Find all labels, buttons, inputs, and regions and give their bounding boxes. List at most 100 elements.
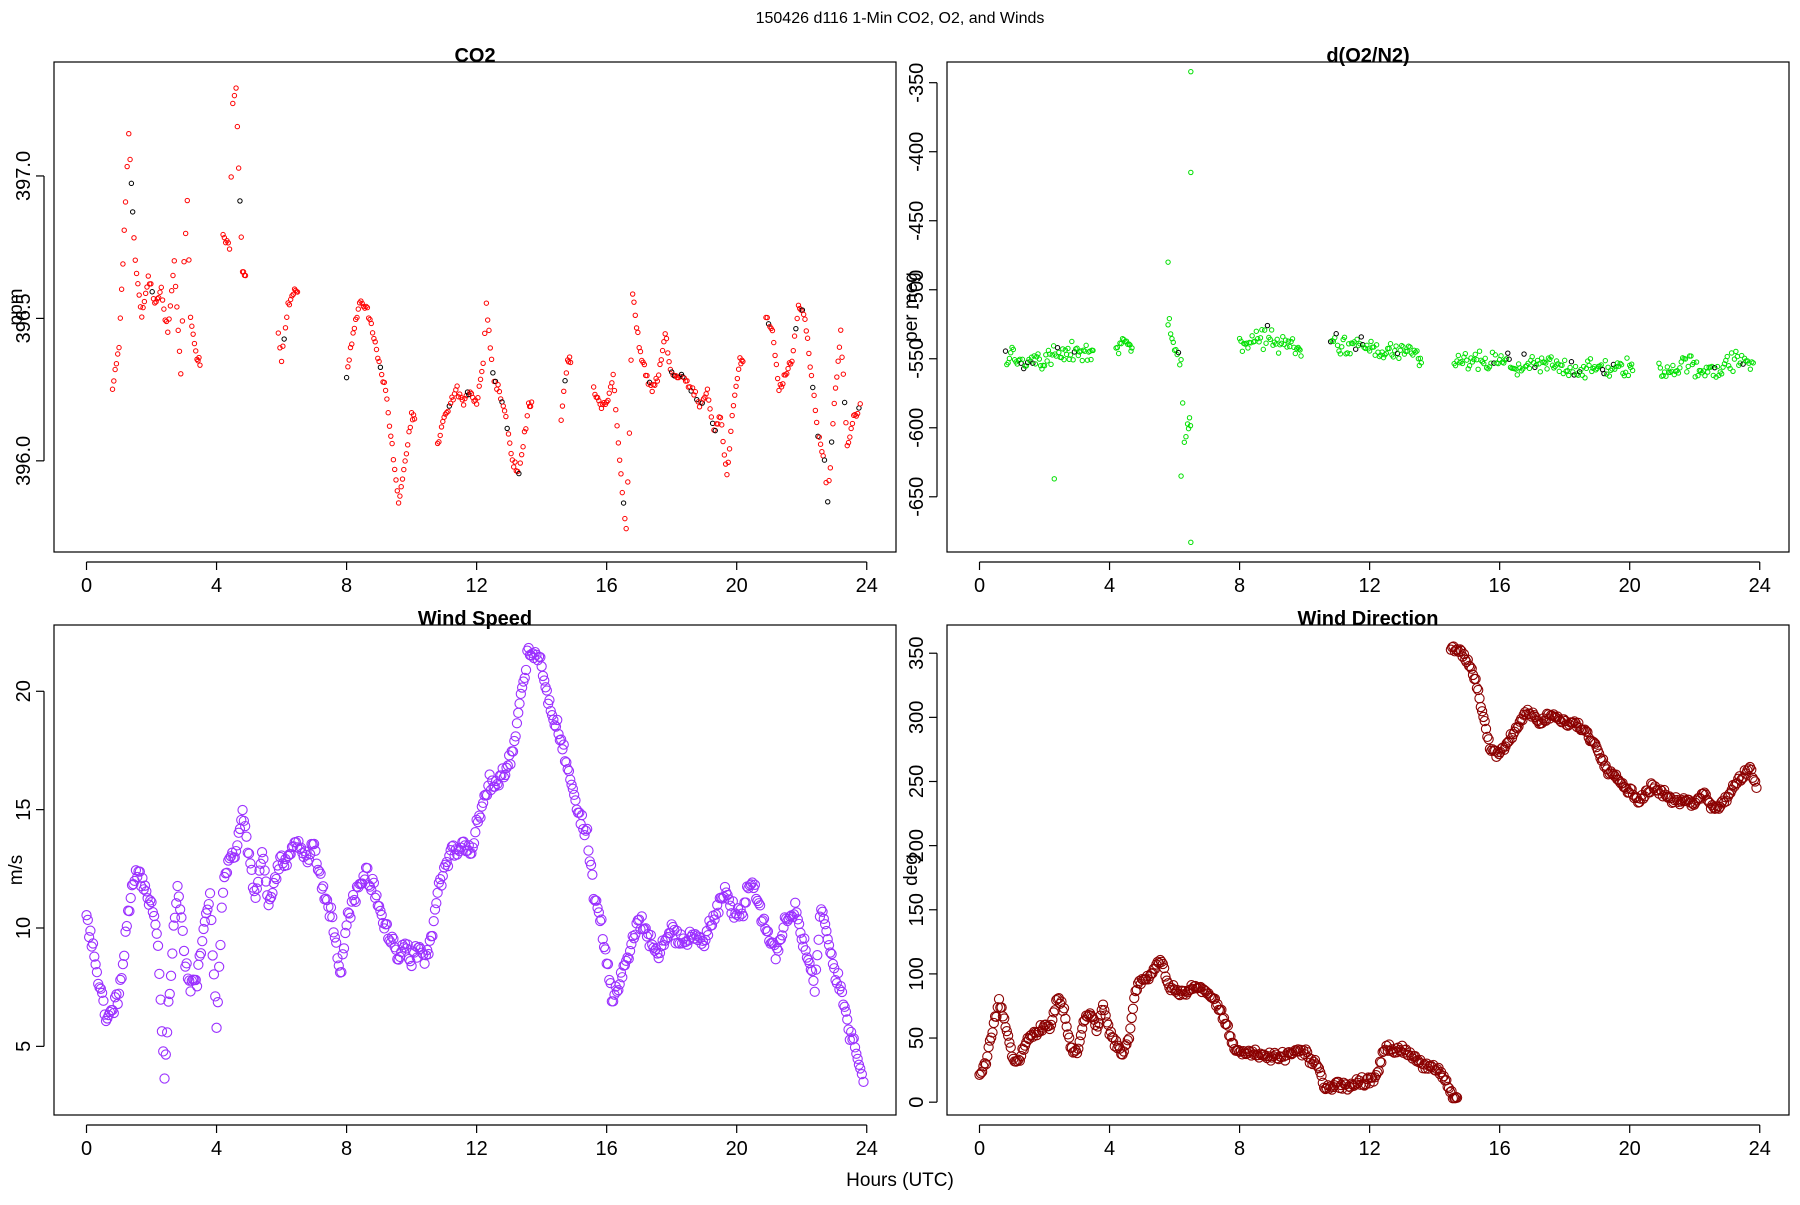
wind_direction-point [1045,1019,1057,1031]
co2-point [166,316,172,322]
co2-point [623,525,629,532]
o2-y-axis-label: per meg [901,272,922,342]
o2-point [1173,346,1179,353]
wind_speed-x-tick-label: 12 [466,1138,488,1160]
wind_speed-point [444,850,455,861]
wind_direction-point [1252,1050,1263,1061]
co2-point [154,295,161,302]
co2-point [394,488,401,494]
wind-direction-panel-title: Wind Direction [1298,608,1439,630]
co2-point [139,314,145,320]
wind_speed-point [436,880,447,891]
wind_direction-point [987,1027,998,1038]
wind_speed-point [331,937,342,948]
co2-point [447,400,454,406]
co2-point [659,347,666,354]
wind_speed-point [805,964,816,975]
co2-point [179,318,186,324]
o2-point [1278,340,1285,347]
o2-point [1711,364,1718,371]
co2-point [605,397,611,404]
wind_speed-point [701,925,712,937]
co2-point [523,426,529,432]
o2-point [1386,345,1392,352]
co2-point [803,328,809,334]
co2-point [503,413,509,420]
wind_direction-point [1580,726,1592,737]
co2-point [168,288,175,294]
co2-point [528,399,535,405]
o2-point [1551,365,1557,371]
wind_speed-point [260,876,272,887]
wind_direction-point [1588,737,1600,748]
shared-x-axis-label: Hours (UTC) [846,1170,954,1191]
wind_speed-point [702,929,714,941]
wind_speed-point [405,956,416,967]
wind_speed-point [487,775,498,786]
co2-point [476,383,482,389]
wind_speed-point [553,728,564,740]
o2-x-tick-label: 4 [1104,575,1115,597]
o2-point [1267,336,1273,343]
o2-point [1731,356,1738,362]
co2-point [281,336,287,342]
co2-point [196,354,202,361]
wind_speed-point [253,876,264,888]
wind_speed-point [855,1063,866,1074]
co2-point [625,479,631,485]
co2-point [735,366,742,372]
wind_speed-point [203,898,214,910]
wind_speed-point [576,809,588,821]
co2-point [517,460,523,466]
o2-point [1482,355,1488,362]
o2-point [1414,348,1420,354]
wind_direction-point [1126,1012,1137,1024]
wind_direction-point [1060,1013,1071,1024]
wind_speed-point [801,952,813,963]
wind-speed-panel-title: Wind Speed [418,608,532,630]
co2-point [852,411,858,418]
co2-point [233,85,239,91]
wind_direction-point [1718,797,1730,808]
wind_speed-point [381,918,393,930]
co2-point [115,351,121,357]
co2-point [733,383,739,390]
co2-point [816,434,822,440]
o2-plot-frame [946,61,1790,553]
co2-point [717,414,724,421]
wind_direction-point [1443,1082,1455,1094]
o2-point [1083,342,1089,349]
wind_speed-y-tick-label: 10 [13,917,35,939]
wind_direction-point [1101,1017,1113,1028]
co2-point [635,329,641,336]
wind_speed-point [740,897,751,908]
wind_speed-point [587,869,598,880]
wind_direction-point [1159,962,1170,974]
wind_speed-x-tick-label: 4 [211,1138,222,1160]
wind_speed-point [338,943,350,954]
wind_speed-point [640,923,651,934]
wind_speed-point [505,759,516,770]
wind_speed-point [579,829,590,841]
co2-point [684,378,690,384]
wind_speed-point [406,960,417,972]
co2-point [732,392,738,398]
wind_speed-point [100,1015,112,1027]
co2-point [720,438,726,445]
co2-point [440,418,446,425]
o2-point [1549,362,1556,368]
wind_speed-point [318,881,329,892]
o2-point [1657,365,1664,371]
wind_speed-point [636,911,647,922]
wind_direction-x-tick-label: 8 [1234,1138,1245,1160]
wind_speed-point [797,941,809,952]
wind_speed-point [210,991,221,1002]
co2-point [142,290,149,297]
wind_speed-point [595,915,606,927]
wind_direction-y-tick-label: 350 [906,637,928,670]
co2-point [724,471,730,478]
wind_speed-point [137,872,148,884]
o2-point [1347,350,1353,357]
o2-point [1465,366,1471,372]
